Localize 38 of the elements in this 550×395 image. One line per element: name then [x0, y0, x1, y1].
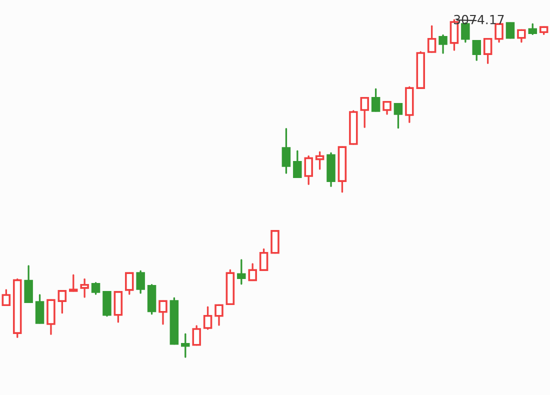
candlestick: [259, 248, 268, 271]
candlestick: [304, 155, 313, 185]
candlestick: [24, 265, 33, 303]
candlestick: [438, 34, 448, 54]
candlestick: [494, 23, 504, 43]
candlestick: [282, 128, 291, 174]
candlestick: [427, 25, 436, 53]
candlestick: [371, 88, 380, 112]
candlestick: [158, 300, 168, 325]
candlestick: [181, 333, 190, 358]
candlestick: [214, 304, 224, 326]
candlestick: [517, 29, 526, 43]
candlestick: [35, 294, 44, 324]
candlestick: [136, 270, 145, 294]
candlestick: [360, 96, 369, 128]
candlestick: [125, 272, 134, 295]
candlestick: [248, 263, 257, 282]
candlestick: [102, 291, 112, 317]
candlestick: [315, 151, 324, 170]
candlestick: [472, 40, 482, 61]
candlestick: [528, 23, 538, 35]
candlestick: [270, 230, 280, 254]
candlestick: [293, 150, 302, 178]
candlestick: [2, 289, 11, 306]
candlestick: [394, 103, 403, 129]
candlestick: [382, 100, 392, 115]
candlestick: [192, 325, 201, 346]
candlestick: [46, 299, 56, 335]
candlestick: [203, 306, 212, 330]
candlestick: [80, 278, 89, 298]
candlestick: [483, 38, 492, 64]
candlestick: [58, 290, 67, 314]
candlestick: [114, 291, 123, 323]
candlestick: [91, 282, 100, 295]
annotation: 3074.17: [454, 14, 504, 24]
candlestick: [237, 259, 246, 285]
candlestick: [506, 22, 515, 39]
candlestick: [68, 274, 78, 292]
